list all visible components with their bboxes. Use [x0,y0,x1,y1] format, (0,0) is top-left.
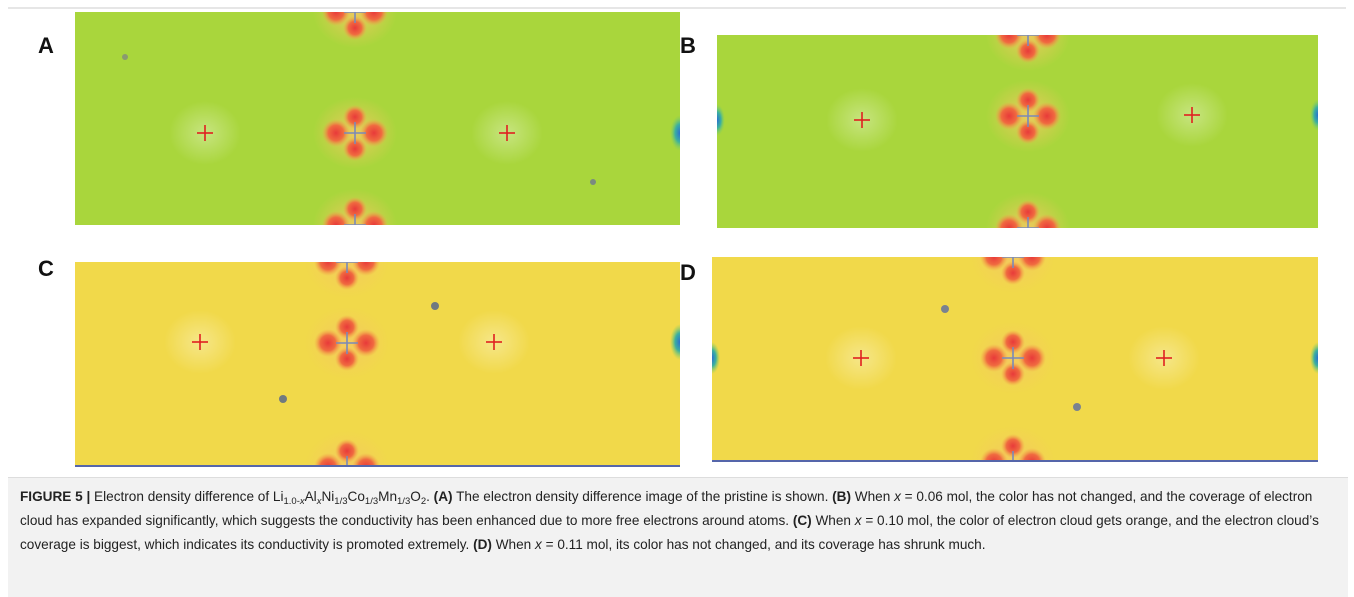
caption-text: The electron density difference image of… [453,489,833,504]
caption-text: Electron density difference of Li [90,489,283,504]
caption-text: FIGURE 5 | [20,489,90,504]
figure-caption: FIGURE 5 | Electron density difference o… [8,477,1348,597]
caption-text: Mn [378,489,397,504]
panel-label: C [38,256,54,281]
panel-image [75,226,690,476]
panel-label: D [680,260,696,285]
caption-text: When [492,537,535,552]
caption-text: x [535,537,542,552]
caption-text: Al [305,489,317,504]
caption-text: = 0.11 mol, its color has not changed, a… [542,537,986,552]
caption-text: Ni [321,489,334,504]
page: A B C D FIGURE 5 | Electron density diff… [0,0,1354,596]
caption-text: 1/3 [334,496,347,507]
caption-text: (C) [793,513,812,528]
caption-text: O [410,489,421,504]
caption-text: (A) [434,489,453,504]
panel-image [75,0,690,261]
caption-text: When [812,513,855,528]
caption-text: 1.0- [283,496,299,507]
caption-text: 1/3 [397,496,410,507]
panel-label: A [38,33,54,58]
caption-text: When [851,489,894,504]
caption-text: (B) [832,489,851,504]
caption-text: (D) [473,537,492,552]
caption-text: Co [348,489,365,504]
figure: A B C D [0,0,1354,476]
caption-text: . [426,489,434,504]
caption-text: 1/3 [365,496,378,507]
panel-image [704,221,1326,476]
panel-label: B [680,33,696,58]
caption-text: x [855,513,862,528]
panel-image [709,0,1326,264]
caption-text: x [894,489,901,504]
